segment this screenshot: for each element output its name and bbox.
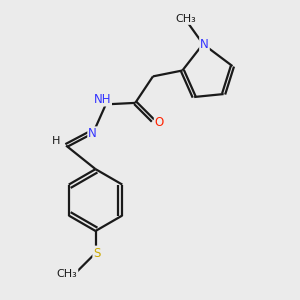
Text: N: N [200,38,209,50]
Text: O: O [155,116,164,128]
Text: H: H [52,136,60,146]
Text: NH: NH [94,93,111,106]
Text: S: S [93,247,101,260]
Text: CH₃: CH₃ [57,269,77,279]
Text: N: N [88,127,97,140]
Text: CH₃: CH₃ [175,14,196,24]
